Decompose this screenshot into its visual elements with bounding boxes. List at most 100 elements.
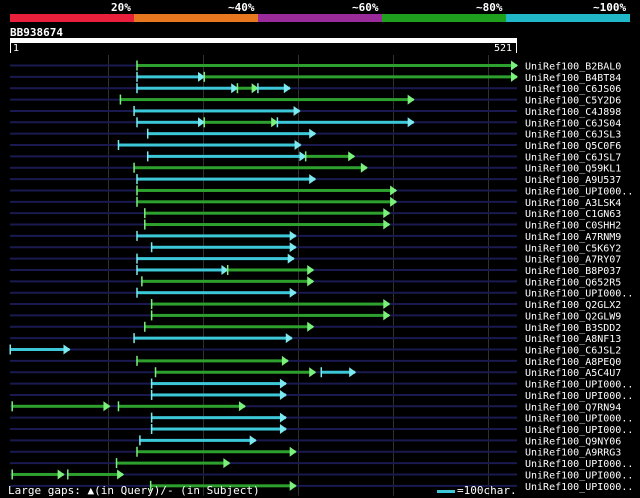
hit-label[interactable]: UniRef100_C6JS04	[525, 118, 621, 129]
hit-segment[interactable]	[136, 450, 296, 454]
hit-segment[interactable]	[118, 143, 301, 147]
hit-start-tick	[150, 310, 153, 321]
hit-segment[interactable]	[151, 313, 390, 317]
hit-label[interactable]: UniRef100_UPI000..	[525, 391, 633, 402]
hit-label[interactable]: UniRef100_A8NF13	[525, 334, 621, 345]
hit-arrow	[198, 71, 206, 82]
hit-segment[interactable]	[136, 75, 205, 79]
hit-segment[interactable]	[151, 302, 390, 306]
hit-segment[interactable]	[136, 200, 397, 204]
hit-segment[interactable]	[136, 120, 205, 124]
hit-label[interactable]: UniRef100_B3SDD2	[525, 323, 621, 334]
hit-segment[interactable]	[257, 86, 290, 90]
hit-label[interactable]: UniRef100_C6JSL2	[525, 346, 621, 357]
hit-segment[interactable]	[120, 98, 414, 102]
hit-segment[interactable]	[133, 166, 367, 170]
hit-label[interactable]: UniRef100_A5C4U7	[525, 368, 621, 379]
hit-label[interactable]: UniRef100_UPI000..	[525, 414, 633, 425]
hit-label[interactable]: UniRef100_Q2GLX2	[525, 300, 621, 311]
hit-segment[interactable]	[11, 404, 110, 408]
hit-label[interactable]: UniRef100_C6JSL3	[525, 130, 621, 141]
hit-segment[interactable]	[204, 120, 278, 124]
hit-label[interactable]: UniRef100_C1GN63	[525, 209, 621, 220]
hit-segment[interactable]	[155, 370, 316, 374]
hit-label[interactable]: UniRef100_C5K6Y2	[525, 243, 621, 254]
hit-label[interactable]: UniRef100_Q7RN94	[525, 402, 621, 413]
hit-segment[interactable]	[10, 348, 70, 351]
hit-segment[interactable]	[150, 484, 296, 488]
hit-label[interactable]: UniRef100_Q5C0F6	[525, 141, 621, 152]
hit-segment[interactable]	[118, 404, 245, 408]
hit-label[interactable]: UniRef100_C6JS06	[525, 84, 621, 95]
hit-arrow	[271, 117, 279, 128]
hit-segment[interactable]	[133, 336, 292, 340]
hit-segment[interactable]	[136, 291, 296, 295]
hit-arrow	[294, 140, 302, 151]
query-bar	[10, 38, 517, 43]
hit-label[interactable]: UniRef100_UPI000..	[525, 289, 633, 300]
hit-label[interactable]: UniRef100_UPI000..	[525, 459, 633, 470]
hit-label[interactable]: UniRef100_B4BT84	[525, 73, 621, 84]
hit-label[interactable]: UniRef100_C5Y2D6	[525, 96, 621, 107]
hit-label[interactable]: UniRef100_UPI000..	[525, 482, 633, 493]
hit-label[interactable]: UniRef100_UPI000..	[525, 425, 633, 436]
hit-label[interactable]: UniRef100_A7RNM9	[525, 232, 621, 243]
hit-start-tick	[9, 344, 11, 355]
hit-label[interactable]: UniRef100_Q652R5	[525, 277, 621, 288]
hit-segment[interactable]	[136, 234, 296, 238]
scale-text: =100char.	[457, 484, 517, 497]
hit-label[interactable]: UniRef100_UPI000..	[525, 186, 633, 197]
hit-label[interactable]: UniRef100_C4J898	[525, 107, 621, 118]
hit-label[interactable]: UniRef100_C6JSL7	[525, 152, 621, 163]
hit-label[interactable]: UniRef100_C0SHH2	[525, 221, 621, 232]
hit-label[interactable]: UniRef100_A9U537	[525, 175, 621, 186]
hit-segment[interactable]	[136, 268, 228, 272]
hit-segment[interactable]	[237, 86, 258, 90]
hit-label[interactable]: UniRef100_B8P037	[525, 266, 621, 277]
hit-label[interactable]: UniRef100_A3LSK4	[525, 198, 621, 209]
hit-label[interactable]: UniRef100_Q2GLW9	[525, 311, 621, 322]
hit-label[interactable]: UniRef100_Q9NY06	[525, 436, 621, 447]
hit-segment[interactable]	[204, 75, 517, 79]
hit-segment[interactable]	[147, 154, 306, 158]
hit-segment[interactable]	[136, 359, 288, 363]
hit-segment[interactable]	[147, 132, 316, 136]
hit-label[interactable]: UniRef100_Q59KL1	[525, 164, 621, 175]
hit-segment[interactable]	[141, 279, 314, 283]
hit-segment[interactable]	[136, 177, 316, 181]
hit-segment[interactable]	[305, 154, 355, 158]
hit-arrow	[390, 196, 398, 207]
hit-segment[interactable]	[136, 188, 397, 192]
hit-segment[interactable]	[136, 64, 517, 67]
hit-label[interactable]: UniRef100_A9RRG3	[525, 448, 621, 459]
hit-segment[interactable]	[321, 370, 356, 374]
hit-segment[interactable]	[151, 382, 286, 386]
hit-segment[interactable]	[151, 245, 296, 249]
hit-start-tick	[144, 208, 146, 219]
hit-segment[interactable]	[277, 120, 414, 124]
hit-label[interactable]: UniRef100_A7RY07	[525, 255, 621, 266]
hit-arrow	[383, 219, 391, 230]
hit-segment[interactable]	[133, 109, 300, 113]
hit-arrow	[103, 401, 111, 412]
hit-segment[interactable]	[151, 427, 286, 431]
hit-label[interactable]: UniRef100_UPI000..	[525, 380, 633, 391]
hit-segment[interactable]	[139, 438, 256, 442]
hit-segment[interactable]	[151, 393, 286, 397]
hit-segment[interactable]	[11, 472, 64, 476]
hit-label[interactable]: UniRef100_B2BAL0	[525, 62, 621, 73]
hit-start-tick	[136, 264, 138, 275]
hit-segment[interactable]	[227, 268, 314, 272]
hit-segment[interactable]	[144, 223, 390, 227]
hit-start-tick	[144, 321, 146, 332]
hit-segment[interactable]	[151, 416, 286, 420]
hit-segment[interactable]	[144, 211, 390, 215]
hit-label[interactable]: UniRef100_A8PEQ0	[525, 357, 621, 368]
hit-segment[interactable]	[136, 257, 294, 261]
hit-segment[interactable]	[67, 472, 124, 476]
hit-segment[interactable]	[144, 325, 314, 329]
hit-segment[interactable]	[136, 86, 238, 90]
hit-segment[interactable]	[116, 461, 230, 465]
hit-label[interactable]: UniRef100_UPI000..	[525, 470, 633, 481]
